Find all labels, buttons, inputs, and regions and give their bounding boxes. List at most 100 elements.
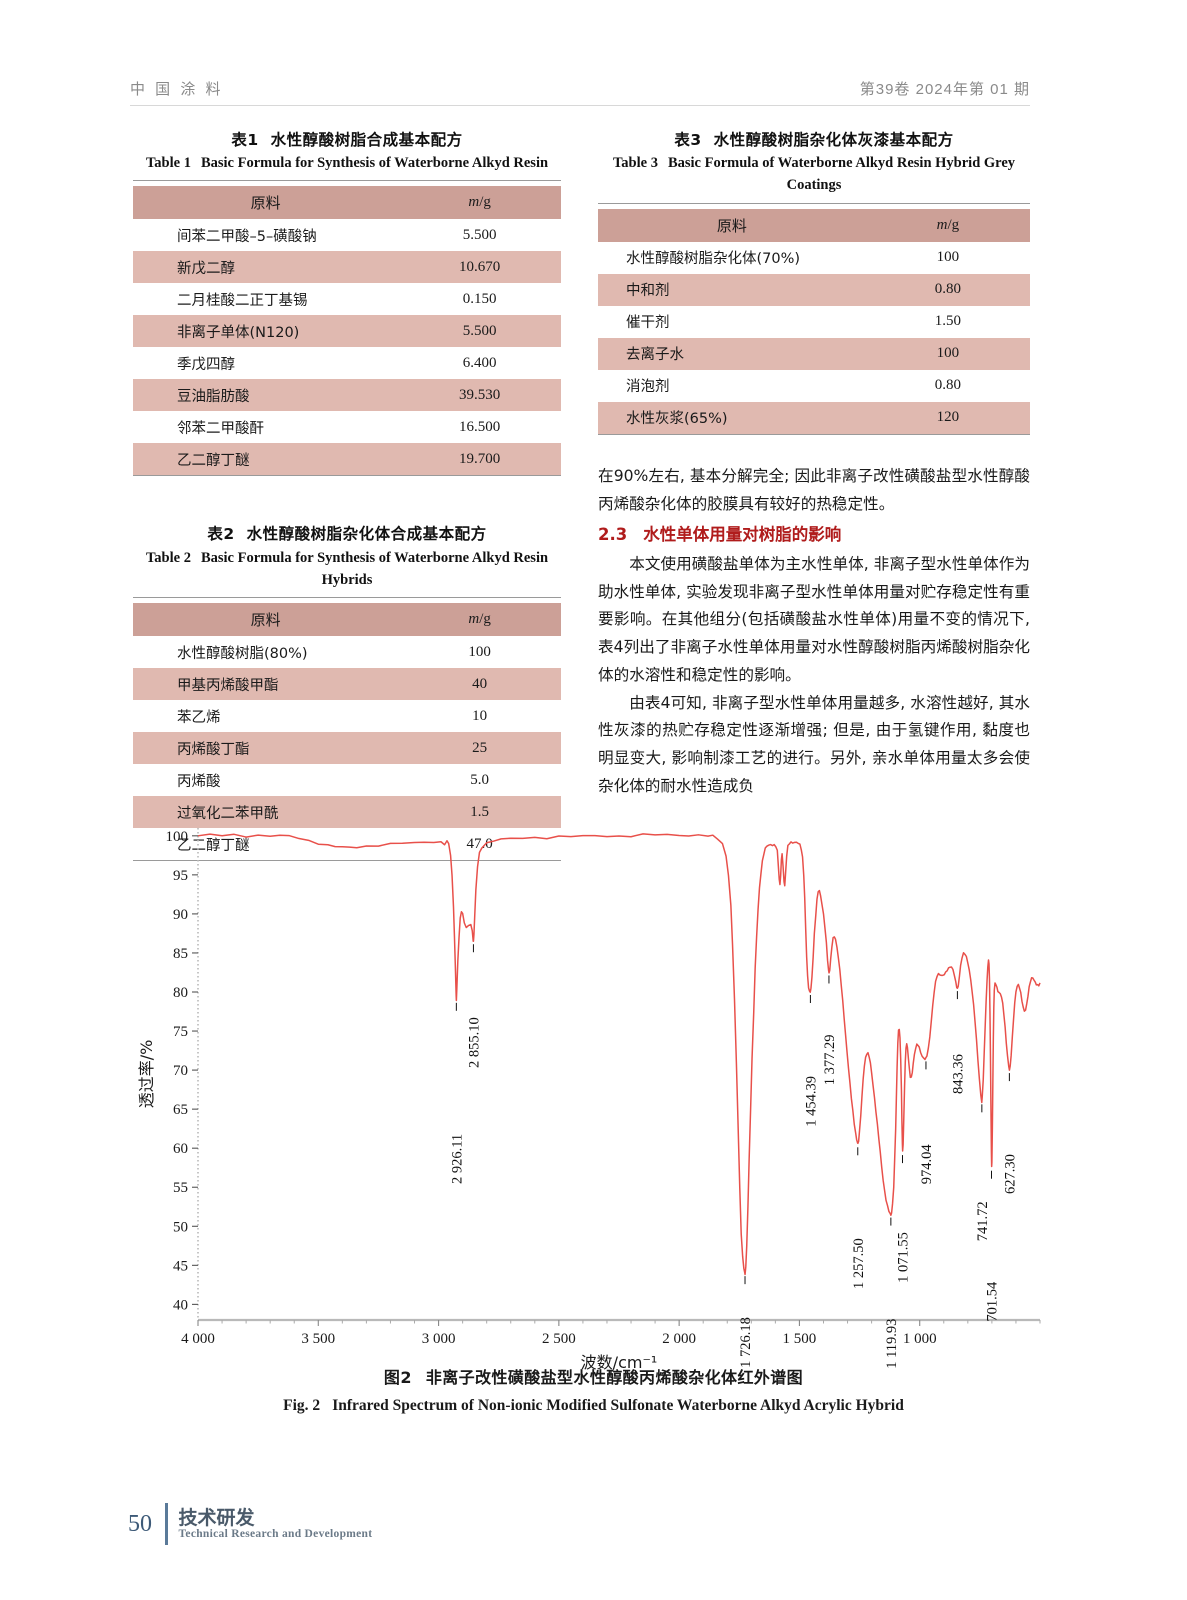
cell-material: 间苯二甲酸–5–磺酸钠 [177,228,317,245]
cell-value: 39.530 [459,386,501,403]
y-axis-ticks: 40 45 50 55 60 65 70 75 80 85 90 95 100 [166,829,198,1313]
table-row: 邻苯二甲酸酐 16.500 [133,411,561,443]
cell-material: 二月桂酸二正丁基锡 [177,292,308,309]
cell-value: 19.700 [459,450,501,467]
svg-text:40: 40 [173,1297,188,1313]
svg-text:65: 65 [173,1102,188,1118]
svg-text:3 500: 3 500 [301,1331,335,1347]
figure-caption: 图2 非离子改性磺酸盐型水性醇酸丙烯酸杂化体红外谱图 Fig. 2 Infrared… [0,1363,1187,1420]
svg-text:1 000: 1 000 [903,1331,937,1347]
body-text: 在90%左右, 基本分解完全; 因此非离子改性磺酸盐型水性醇酸丙烯酸杂化体的胶膜… [598,463,1030,801]
table3-caption: 表3 水性醇酸树脂杂化体灰漆基本配方 Table 3 Basic Formula o… [598,128,1030,197]
table2: 原料 m/g 水性醇酸树脂(80%) 100 甲基丙烯酸甲酯 40 苯乙烯 10 丙烯… [133,603,561,860]
cell-value: 5.0 [470,771,490,788]
cell-material: 催干剂 [626,315,670,332]
table3-en-title: Basic Formula of Waterborne Alkyd Resin … [667,155,1016,194]
table2-caption: 表2 水性醇酸树脂杂化体合成基本配方 Table 2 Basic Formula f… [133,522,561,591]
x-axis-title: 波数/cm⁻¹ [581,1353,658,1372]
cell-material: 丙烯酸丁酯 [177,741,250,758]
paragraph-1: 本文使用磺酸盐单体为主水性单体, 非离子型水性单体作为助水性单体, 实验发现非离… [598,554,1030,684]
table2-wrapper: 原料 m/g 水性醇酸树脂(80%) 100 甲基丙烯酸甲酯 40 苯乙烯 10 丙烯… [133,597,561,862]
cell-material: 消泡剂 [626,379,670,396]
spectrum-curve [197,833,1041,1276]
table-row: 过氧化二苯甲酰 1.5 [133,796,561,829]
cell-material: 非离子单体(N120) [177,324,300,341]
table-row: 间苯二甲酸–5–磺酸钠 5.500 [133,219,561,251]
cell-value: 5.500 [462,322,497,339]
figure-en-title: Infrared Spectrum of Non-ionic Modified … [332,1397,904,1415]
cell-value: 10 [472,707,488,724]
svg-text:55: 55 [173,1180,188,1196]
cell-material: 乙二醇丁醚 [177,452,250,469]
svg-text:90: 90 [173,907,188,923]
svg-text:70: 70 [173,1063,188,1079]
table-row: 丙烯酸丁酯 25 [133,732,561,765]
cell-material: 中和剂 [626,283,670,300]
cell-material: 甲基丙烯酸甲酯 [177,677,279,694]
table-header-row: 原料 m/g [133,603,561,637]
y-axis-title: 透过率/% [137,1040,156,1109]
table-row: 季戊四醇 6.400 [133,347,561,379]
svg-text:1 257.50: 1 257.50 [851,1238,867,1289]
table-row: 非离子单体(N120) 5.500 [133,315,561,348]
peak-labels: 2 926.11 2 855.10 1 726.18 1 454.391 377.29… [449,944,1018,1369]
cell-value: 120 [936,409,960,426]
table3-wrapper: 原料 m/g 水性醇酸树脂杂化体(70%) 100 中和剂 0.80 催干剂 1.50… [598,202,1030,435]
svg-text:2 855.10: 2 855.10 [466,1017,482,1068]
table1-cn-title: 水性醇酸树脂合成基本配方 [270,131,463,149]
svg-text:701.54: 701.54 [985,1281,1001,1322]
svg-text:4 000: 4 000 [181,1331,215,1347]
cell-value: 0.80 [934,281,962,298]
table-row: 水性醇酸树脂(80%) 100 [133,636,561,668]
svg-text:627.30: 627.30 [1002,1154,1018,1194]
svg-text:60: 60 [173,1141,188,1157]
page-footer: 50 技术研发 Technical Research and Developme… [128,1503,372,1545]
right-column: 表3 水性醇酸树脂杂化体灰漆基本配方 Table 3 Basic Formula o… [598,128,1030,801]
table-row: 水性醇酸树脂杂化体(70%) 100 [598,242,1030,274]
table2-cn-label: 表2 [207,525,235,544]
table-row: 乙二醇丁醚 19.700 [133,443,561,476]
svg-text:2 000: 2 000 [662,1331,696,1347]
table1: 原料 m/g 间苯二甲酸–5–磺酸钠 5.500 新戊二醇 10.670 二月桂酸二… [133,186,561,476]
footer-divider [165,1503,168,1545]
svg-text:843.36: 843.36 [950,1054,966,1094]
svg-text:100: 100 [166,829,189,845]
svg-text:50: 50 [173,1219,188,1235]
left-column: 表1 水性醇酸树脂合成基本配方 Table 1 Basic Formula for … [133,128,561,862]
table-row: 催干剂 1.50 [598,306,1030,338]
table3-en-label: Table 3 [612,155,658,172]
x-axis-ticks: 4 000 3 500 3 000 2 500 2 000 1 500 1 000 [181,1320,1041,1347]
cell-value: 100 [936,249,960,266]
svg-text:80: 80 [173,985,188,1001]
table-row: 水性灰浆(65%) 120 [598,401,1030,434]
table-row: 丙烯酸 5.0 [133,764,561,796]
cell-material: 水性醇酸树脂(80%) [177,645,308,662]
cell-material: 丙烯酸 [177,773,221,790]
table1-col-material: 原料 [250,194,281,213]
table1-en-label: Table 1 [145,155,191,172]
cell-value: 100 [468,643,491,660]
cell-value: 10.670 [459,258,501,275]
table2-en-title: Basic Formula for Synthesis of Waterborn… [200,549,549,588]
table-header-row: 原料 m/g [598,208,1030,242]
svg-text:2 926.11: 2 926.11 [449,1134,465,1184]
svg-text:1 726.18: 1 726.18 [738,1317,754,1368]
svg-text:1 377.29: 1 377.29 [822,1034,838,1085]
cell-material: 季戊四醇 [177,356,235,373]
cell-value: 40 [472,675,488,692]
svg-text:1 500: 1 500 [783,1331,817,1347]
footer-section-en: Technical Research and Development [178,1528,373,1541]
table3-cn-label: 表3 [674,131,702,149]
svg-text:2 500: 2 500 [542,1331,576,1347]
table1-col-mass: m/g [468,194,491,211]
table2-cn-title: 水性醇酸树脂杂化体合成基本配方 [246,525,487,544]
cell-material: 过氧化二苯甲酰 [177,805,279,822]
table-header-row: 原料 m/g [133,186,561,220]
table2-col-mass: m/g [468,611,491,628]
cell-value: 1.50 [934,313,962,330]
page-header: 中 国 涂 料 第39卷 2024年第 01 期 [130,78,1030,106]
cell-material: 新戊二醇 [177,260,235,277]
footer-section-cn: 技术研发 [178,1506,255,1529]
table2-col-material: 原料 [250,611,281,630]
spectrum-svg: 40 45 50 55 60 65 70 75 80 85 90 95 100 4 000 3 500 3 … [137,828,1041,1372]
